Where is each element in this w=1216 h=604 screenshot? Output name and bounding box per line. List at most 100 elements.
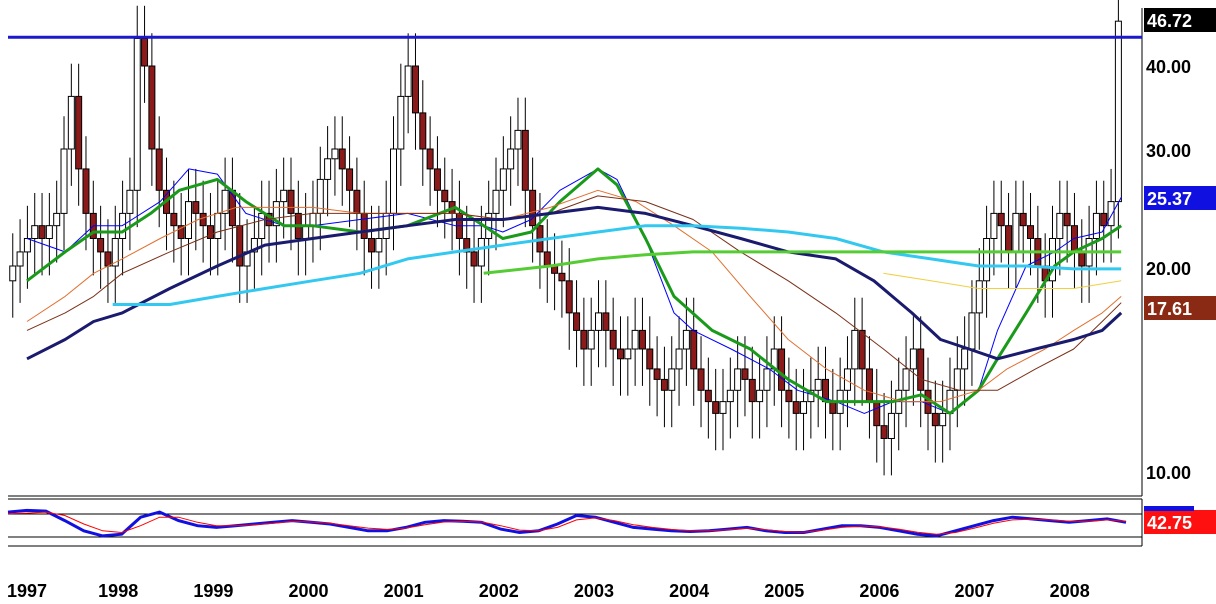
candle-up [968,312,976,350]
ma-slow-label: 17.61 [1147,299,1192,319]
x-tick-label: 2001 [384,581,424,601]
candle-down [38,225,46,239]
candle-up [45,225,53,239]
candle-down [426,148,434,170]
y-tick-label: 10.00 [1146,463,1191,483]
x-tick-label: 2008 [1050,581,1090,601]
candle-up [1107,201,1115,227]
candle-up [675,348,683,370]
x-tick-label: 1999 [193,581,233,601]
candle-down [638,329,646,350]
candle-up [397,95,405,150]
candle-down [858,329,866,370]
candle-up [734,368,742,391]
candle-up [507,148,515,170]
candle-up [763,368,771,391]
candle-up [126,189,134,214]
candle-down [653,368,661,380]
candle-down [1063,212,1071,227]
candle-up [682,329,690,350]
candle-down [148,65,156,150]
candle-up [719,401,727,414]
candle-up [184,201,192,239]
ma-fast-tag [1144,186,1216,210]
price-axis: 40.00 30.00 20.00 10.00 46.72 25.37 17.6… [1144,8,1216,483]
candle-up [499,168,507,191]
candle-down [580,329,588,350]
candle-down [287,189,295,214]
candle-up [800,401,808,414]
candle-up [595,312,603,331]
candle-down [712,401,720,414]
candle-down [558,272,566,282]
candle-up [975,280,983,314]
candle-down [690,329,698,370]
moving-average-line-2 [26,167,1123,415]
candle-down [646,348,654,370]
candle-down [660,378,668,391]
candle-down [346,168,354,191]
x-tick-label: 2003 [574,581,614,601]
candle-down [97,237,105,253]
candle-down [199,212,207,227]
candle-down [565,280,573,314]
candle-up [221,189,229,214]
candle-down [433,168,441,191]
candle-down [778,348,786,391]
candle-down [411,65,419,114]
candle-up [272,201,280,227]
candle-down [338,148,346,170]
oscillator-panel: 42.75 [7,498,1216,547]
candle-down [441,189,449,203]
candle-down [865,368,873,403]
oscillator-value-label: 42.75 [1147,513,1192,533]
candle-down [104,251,112,267]
candle-up [375,237,383,253]
candle-down [543,251,551,267]
candle-down [748,378,756,403]
candle-down [792,401,800,414]
candle-up [23,237,31,253]
candle-up [953,368,961,391]
candle-down [155,148,163,191]
candle-down [360,212,368,239]
price-panel [8,0,1143,497]
candle-up [258,212,266,239]
y-tick-label: 40.00 [1146,57,1191,77]
candle-up [1012,212,1020,253]
candle-up [60,148,68,214]
candle-up [9,265,17,282]
candle-up [250,237,258,253]
candle-up [16,251,24,267]
candle-up [990,212,998,239]
candle-up [851,329,859,370]
candle-up [302,225,310,239]
candle-up [477,237,485,267]
x-tick-label: 1997 [7,581,47,601]
candle-down [931,412,939,427]
candle-down [1078,251,1086,267]
time-axis: 1997 1998 1999 2000 2001 2002 2003 2004 2005 2006… [7,581,1090,601]
candle-up [111,237,119,267]
candle-down [704,389,712,403]
candle-down [741,368,749,380]
candle-up [67,95,75,150]
moving-average-line-6 [112,224,1122,306]
candle-down [236,225,244,267]
oscillator-blue-marker [1144,506,1194,511]
candle-down [697,368,705,391]
candle-down [829,401,837,414]
candle-down [917,348,925,391]
candle-up [631,329,639,350]
candle-up [983,237,991,282]
candle-up [961,348,969,370]
candle-up [309,212,317,227]
candle-down [206,225,214,239]
candle-down [873,401,881,427]
candle-down [880,425,888,439]
candle-up [1092,212,1100,239]
moving-average-line-7 [483,250,1122,275]
candle-up [756,389,764,403]
candle-down [1005,225,1013,253]
candle-up [404,65,412,97]
